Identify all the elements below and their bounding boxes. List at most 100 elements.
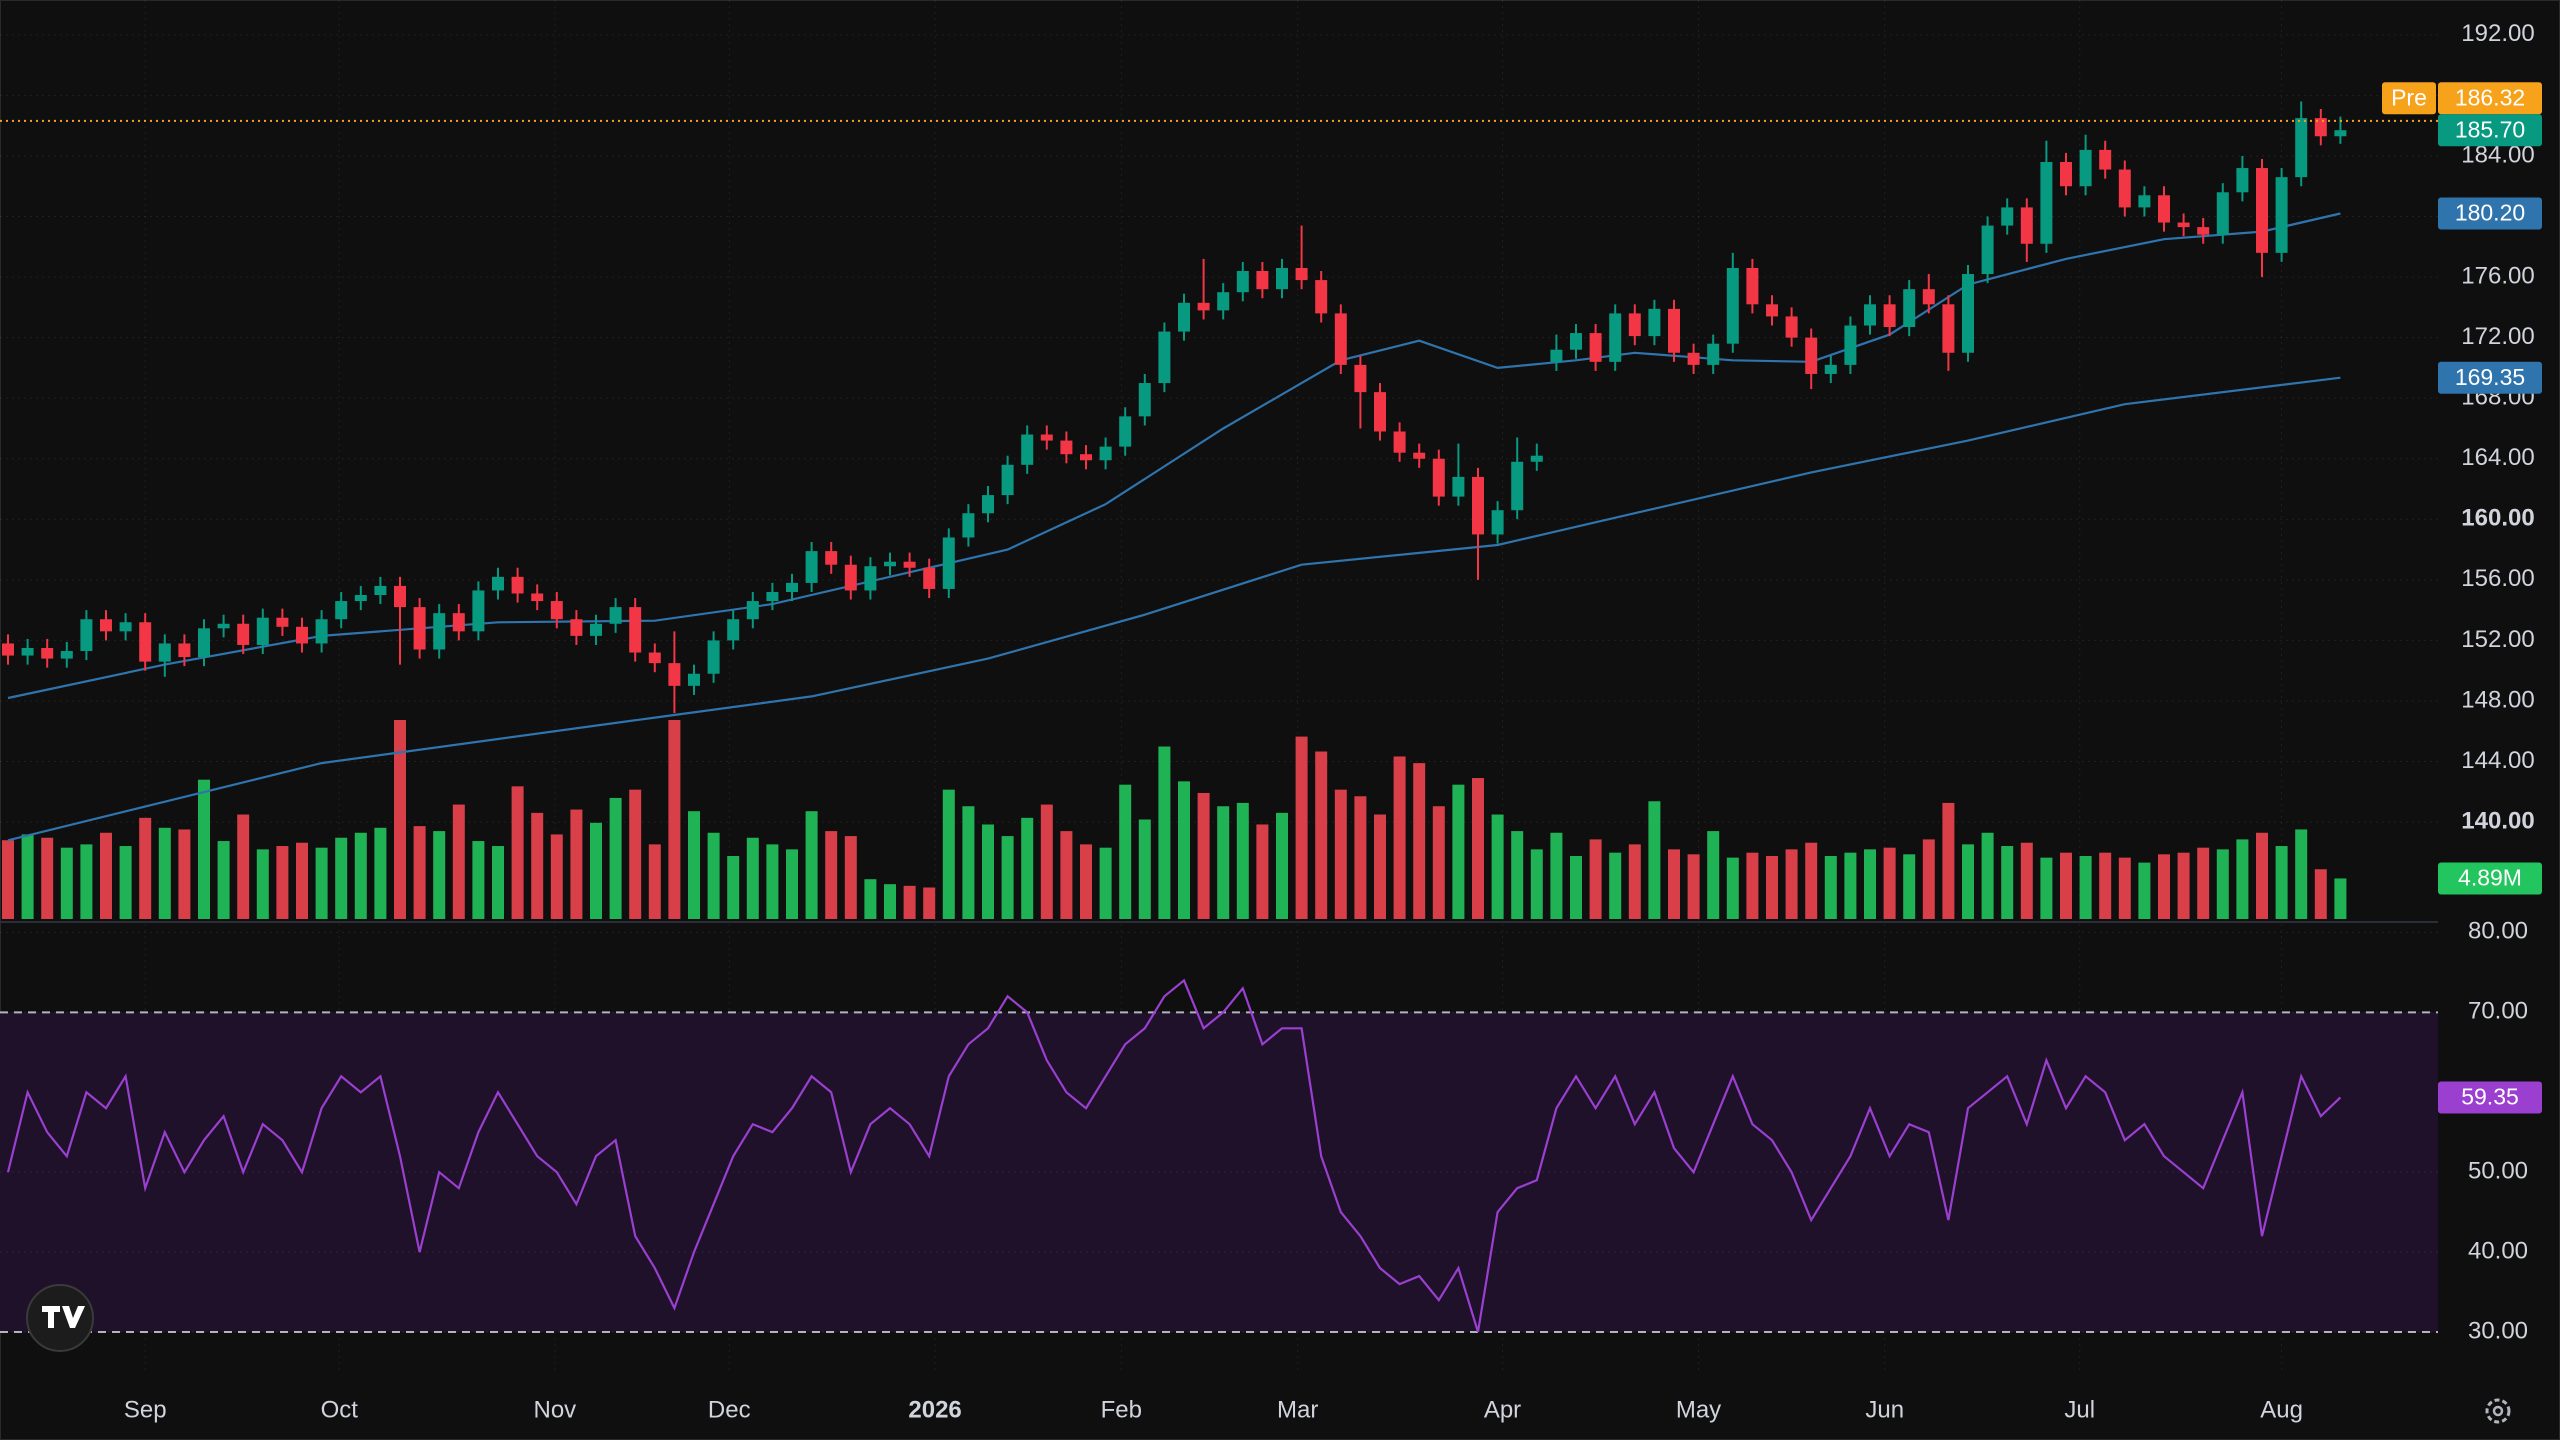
candle-body: [1746, 267, 1759, 305]
y-tick-label: 30.00: [2468, 1317, 2528, 1344]
y-tick-label: 156.00: [2461, 565, 2534, 592]
volume-bar: [1393, 756, 1406, 919]
candle-body: [374, 585, 387, 596]
candle-body: [256, 617, 269, 645]
volume-bar: [2216, 849, 2229, 919]
x-tick-label: May: [1676, 1396, 1721, 1423]
candle-body: [1844, 325, 1857, 365]
volume-bar: [1472, 778, 1484, 919]
volume-bar: [550, 834, 563, 919]
candle-body: [60, 651, 73, 659]
gear-outer[interactable]: [2485, 1398, 2511, 1424]
rsi-badge: [2438, 1081, 2542, 1114]
candle-body: [1687, 352, 1700, 365]
candle-body: [394, 585, 406, 608]
candle-body: [1374, 392, 1386, 432]
volume-bar: [1707, 831, 1720, 919]
candle-body: [590, 623, 602, 636]
volume-bar: [668, 720, 681, 919]
volume-bar: [433, 831, 446, 919]
volume-bar: [41, 837, 54, 919]
last-price-badge: [2438, 114, 2542, 147]
volume-bar: [707, 832, 720, 919]
candle-body: [707, 640, 720, 674]
moving-average-badge-text: 169.35: [2455, 364, 2525, 390]
candle-body: [178, 643, 191, 658]
volume-bar: [1903, 854, 1916, 919]
candle-body: [1570, 333, 1582, 350]
volume-bar: [2001, 846, 2014, 919]
candle-body: [1609, 313, 1622, 362]
x-tick-label: Mar: [1277, 1396, 1318, 1423]
volume-bar: [805, 811, 818, 919]
candle-body: [1276, 267, 1288, 290]
volume-bar: [1080, 844, 1092, 919]
volume-bar: [864, 879, 877, 919]
volume-badge: [2438, 862, 2542, 895]
volume-bar: [1217, 806, 1230, 919]
candle-body: [1256, 271, 1269, 290]
candle-body: [1178, 302, 1190, 332]
y-tick-label: 172.00: [2461, 323, 2534, 350]
candle-body: [315, 619, 328, 644]
volume-bar: [2020, 842, 2033, 919]
volume-bar: [688, 811, 700, 919]
logo-circle[interactable]: [26, 1284, 94, 1352]
volume-bar: [2314, 869, 2327, 919]
candle-body: [2079, 149, 2092, 187]
volume-bar: [2138, 862, 2151, 919]
y-tick-label: 160.00: [2461, 505, 2534, 532]
candle-body: [2118, 169, 2131, 208]
volume-bar: [256, 849, 269, 919]
candle-body: [2334, 130, 2347, 137]
candle-body: [1138, 383, 1151, 417]
logo[interactable]: [26, 1284, 94, 1352]
premarket-badge: [2438, 82, 2542, 115]
volume-bar: [1158, 746, 1171, 919]
volume-bar: [492, 846, 504, 919]
volume-bar: [1511, 831, 1524, 919]
candle-body: [1217, 292, 1230, 311]
candle-body: [766, 591, 779, 602]
y-tick-label: 192.00: [2461, 20, 2534, 47]
volume-bar: [648, 844, 661, 919]
volume-bar: [2295, 829, 2308, 919]
candle-body: [786, 582, 798, 592]
candle-body: [1119, 416, 1132, 447]
volume-bar: [315, 847, 328, 919]
gear-inner: [2492, 1405, 2504, 1417]
candle-body: [1883, 304, 1896, 328]
volume-bar: [2158, 854, 2170, 919]
volume-bar: [844, 836, 857, 919]
candle-body: [2060, 161, 2072, 187]
candle-body: [2, 643, 14, 656]
candle-body: [1040, 434, 1053, 441]
volume-bar: [374, 827, 387, 919]
candle-body: [100, 619, 112, 632]
volume-bar: [394, 720, 406, 919]
volume-bar: [1609, 852, 1622, 919]
moving-average-badge: [2438, 361, 2542, 394]
volume-bar: [2256, 832, 2268, 919]
y-tick-label: 144.00: [2461, 747, 2534, 774]
volume-bar: [1864, 849, 1876, 919]
candle-body: [844, 564, 857, 591]
candle-body: [492, 576, 504, 591]
candle-body: [1864, 304, 1876, 326]
volume-bar: [2118, 857, 2131, 919]
x-tick-label: Dec: [708, 1396, 751, 1423]
x-tick-label: Feb: [1101, 1396, 1142, 1423]
settings-icon[interactable]: [2485, 1398, 2511, 1424]
candle-body: [119, 622, 132, 632]
candle-body: [982, 495, 994, 514]
candle-body: [1511, 461, 1524, 511]
volume-bar: [1746, 852, 1759, 919]
volume-bar: [1040, 804, 1053, 919]
candle-body: [1413, 452, 1426, 459]
candle-body: [1452, 476, 1465, 497]
candle-body: [41, 647, 54, 659]
volume-bar: [884, 884, 896, 919]
candle-body: [1393, 431, 1406, 453]
candle-body: [609, 607, 622, 624]
